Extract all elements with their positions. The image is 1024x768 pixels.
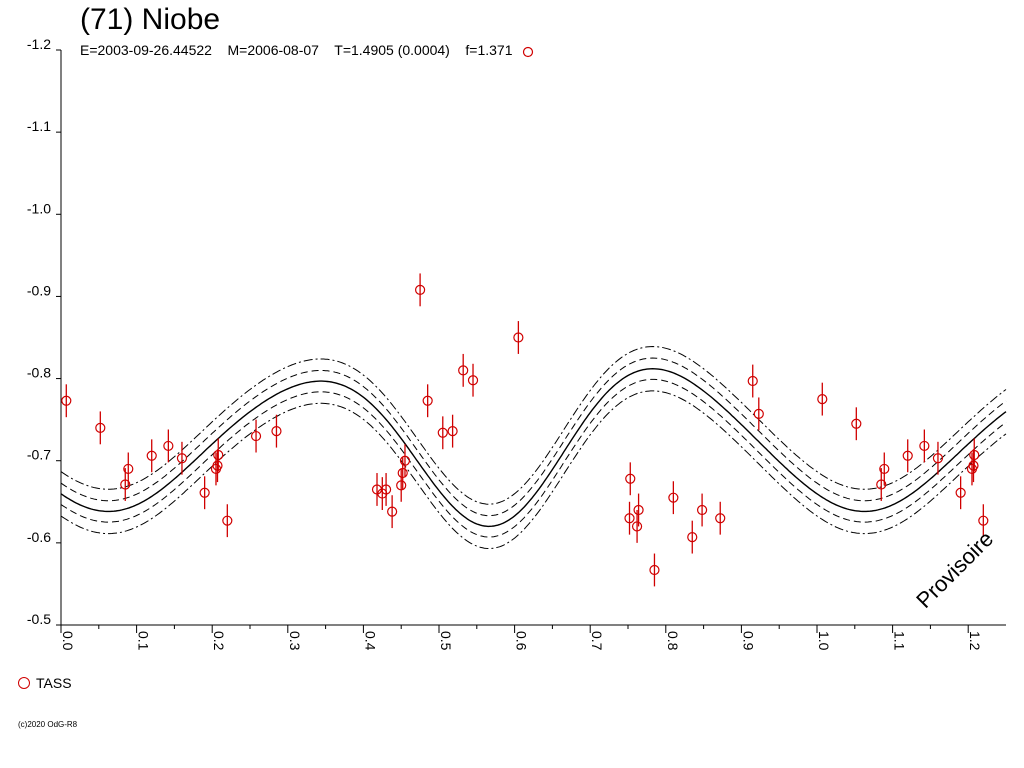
- data-point: [513, 332, 524, 343]
- data-point: [120, 479, 131, 490]
- data-point: [222, 515, 233, 526]
- x-tick-label: 0.7: [589, 631, 605, 651]
- y-tick-label: -1.0: [27, 200, 51, 216]
- x-tick-label: 0.4: [362, 631, 378, 651]
- data-points: [61, 273, 989, 587]
- data-point: [396, 480, 407, 491]
- fit-curves: [60, 345, 1007, 549]
- data-point: [422, 395, 433, 406]
- x-tick-label: 0.3: [287, 631, 303, 651]
- y-tick-label: -0.6: [27, 529, 51, 545]
- data-point: [932, 453, 944, 464]
- data-point: [199, 487, 210, 498]
- data-point: [753, 408, 764, 419]
- data-point: [668, 492, 679, 503]
- data-point: [176, 453, 188, 464]
- data-point: [380, 484, 392, 495]
- data-point: [437, 427, 448, 438]
- data-point: [146, 450, 157, 461]
- x-tick-label: 0.2: [211, 631, 227, 651]
- data-point: [415, 284, 426, 295]
- y-tick-label: -1.2: [27, 36, 51, 52]
- data-point: [61, 395, 72, 406]
- data-point: [715, 513, 726, 524]
- copyright-note: (c)2020 OdG-R8: [18, 720, 78, 729]
- legend-circle-icon: [18, 677, 30, 689]
- data-point: [123, 463, 134, 475]
- x-tick-label: 1.1: [892, 631, 908, 651]
- x-tick-label: 0.5: [438, 631, 454, 651]
- data-point: [271, 426, 282, 437]
- fit-band-inner-upper: [60, 357, 1007, 517]
- data-point: [955, 487, 966, 498]
- x-tick-label: 0.9: [740, 631, 756, 651]
- data-point: [747, 375, 758, 387]
- data-point: [163, 440, 174, 452]
- data-point: [631, 521, 643, 532]
- fit-band-outer-upper: [60, 345, 1007, 505]
- data-point: [213, 449, 224, 461]
- legend: TASS: [18, 675, 72, 691]
- data-point: [399, 455, 411, 466]
- legend-label: TASS: [36, 675, 72, 691]
- data-point: [212, 460, 223, 471]
- data-point: [633, 504, 644, 516]
- y-tick-label: -1.1: [27, 118, 51, 134]
- y-tick-label: -0.5: [27, 611, 51, 627]
- data-point: [969, 449, 980, 461]
- data-point: [387, 506, 398, 517]
- data-point: [876, 479, 887, 490]
- data-point: [467, 375, 479, 386]
- data-point: [447, 426, 458, 437]
- data-point: [919, 440, 930, 452]
- data-point: [687, 532, 698, 543]
- data-point: [879, 463, 890, 475]
- y-tick-label: -0.8: [27, 365, 51, 381]
- x-tick-label: 0.1: [136, 631, 152, 651]
- data-point: [95, 422, 106, 433]
- data-point: [250, 430, 262, 442]
- y-tick-label: -0.7: [27, 447, 51, 463]
- x-tick-label: 1.0: [816, 631, 832, 651]
- data-point: [851, 418, 862, 429]
- x-tick-label: 0.6: [514, 631, 530, 651]
- x-tick-label: 0.8: [665, 631, 681, 651]
- fit-band-outer-lower: [60, 390, 1007, 549]
- fit-band-inner-lower: [60, 378, 1007, 538]
- x-tick-label: 1.2: [967, 631, 983, 651]
- subtitle-circle-icon: [522, 46, 534, 58]
- fit-curve-main: [60, 367, 1007, 528]
- data-point: [696, 504, 708, 516]
- data-point: [624, 513, 635, 524]
- axes: -1.2 -1.1 -1.0 -0.9 -0.8 -0.7 -0.6 -0.5 0.0 0.1 0.…: [27, 36, 1006, 651]
- data-point: [902, 450, 913, 461]
- data-point: [458, 365, 469, 376]
- x-tick-label: 0.0: [60, 631, 76, 651]
- data-point: [978, 515, 989, 526]
- data-point: [625, 473, 636, 484]
- y-tick-label: -0.9: [27, 282, 51, 298]
- chart-subtitle: E=2003-09-26.44522 M=2006-08-07 T=1.4905…: [80, 42, 513, 58]
- data-point: [397, 467, 408, 479]
- data-point: [968, 460, 979, 471]
- data-point: [649, 564, 660, 576]
- chart-title: (71) Niobe: [80, 3, 221, 36]
- data-point: [817, 394, 828, 405]
